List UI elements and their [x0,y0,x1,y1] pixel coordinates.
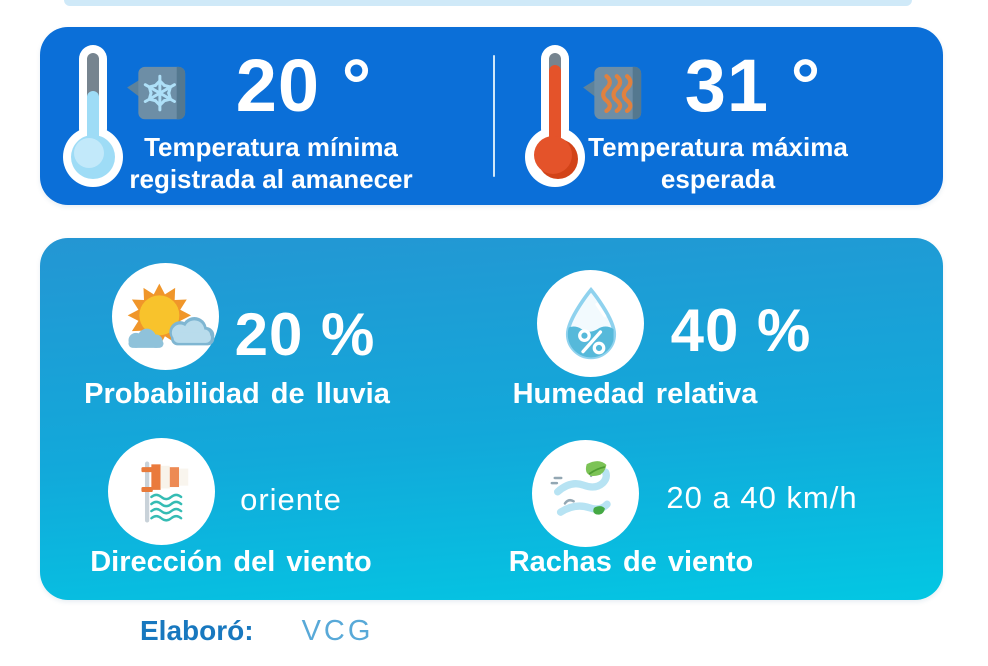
windsock-icon [140,461,188,522]
humidity-value: 40 % [670,297,812,364]
cold-thermometer-icon [63,45,123,187]
humidity-icon-circle [537,270,644,377]
conditions-card: 20 % Probabilidad de lluvia [40,238,943,600]
min-temperature-label: Temperatura mínima registrada al amanece… [129,132,413,194]
min-temperature-value: 20 ° [235,44,373,127]
water-drop-icon [565,286,616,359]
min-temperature-section: 20 ° Temperatura mínima registrada al am… [40,27,491,205]
humidity-label: Humedad relativa [512,378,758,410]
wind-gusts-label: Rachas de viento [508,546,754,578]
vertical-divider [493,55,495,177]
temperature-card: 20 ° Temperatura mínima registrada al am… [40,27,943,205]
wind-direction-icon-circle [108,438,215,545]
rain-probability-icon-circle [112,263,219,370]
hot-thermometer-icon [525,45,585,187]
snowflake-badge-icon [127,66,186,120]
max-temperature-label: Temperatura máxima esperada [588,132,848,194]
max-temperature-value: 31 ° [684,44,822,127]
wind-direction-label: Dirección del viento [90,546,372,578]
footer: Elaboró: VCG [140,615,373,648]
footer-author-initials: VCG [301,615,374,647]
heat-badge-icon [583,66,642,120]
max-temperature-section: 31 ° Temperatura máxima esperada [492,27,943,205]
previous-card-edge [64,0,912,6]
wind-gusts-icon-circle [532,440,639,547]
rain-probability-label: Probabilidad de lluvia [84,378,390,410]
wind-leaves-icon [550,460,611,516]
footer-elaborated-label: Elaboró: [140,615,254,646]
wind-direction-value: oriente [240,482,342,517]
rain-probability-value: 20 % [234,301,376,368]
sun-clouds-icon [127,283,214,348]
wind-gusts-value: 20 a 40 km/h [666,480,858,515]
